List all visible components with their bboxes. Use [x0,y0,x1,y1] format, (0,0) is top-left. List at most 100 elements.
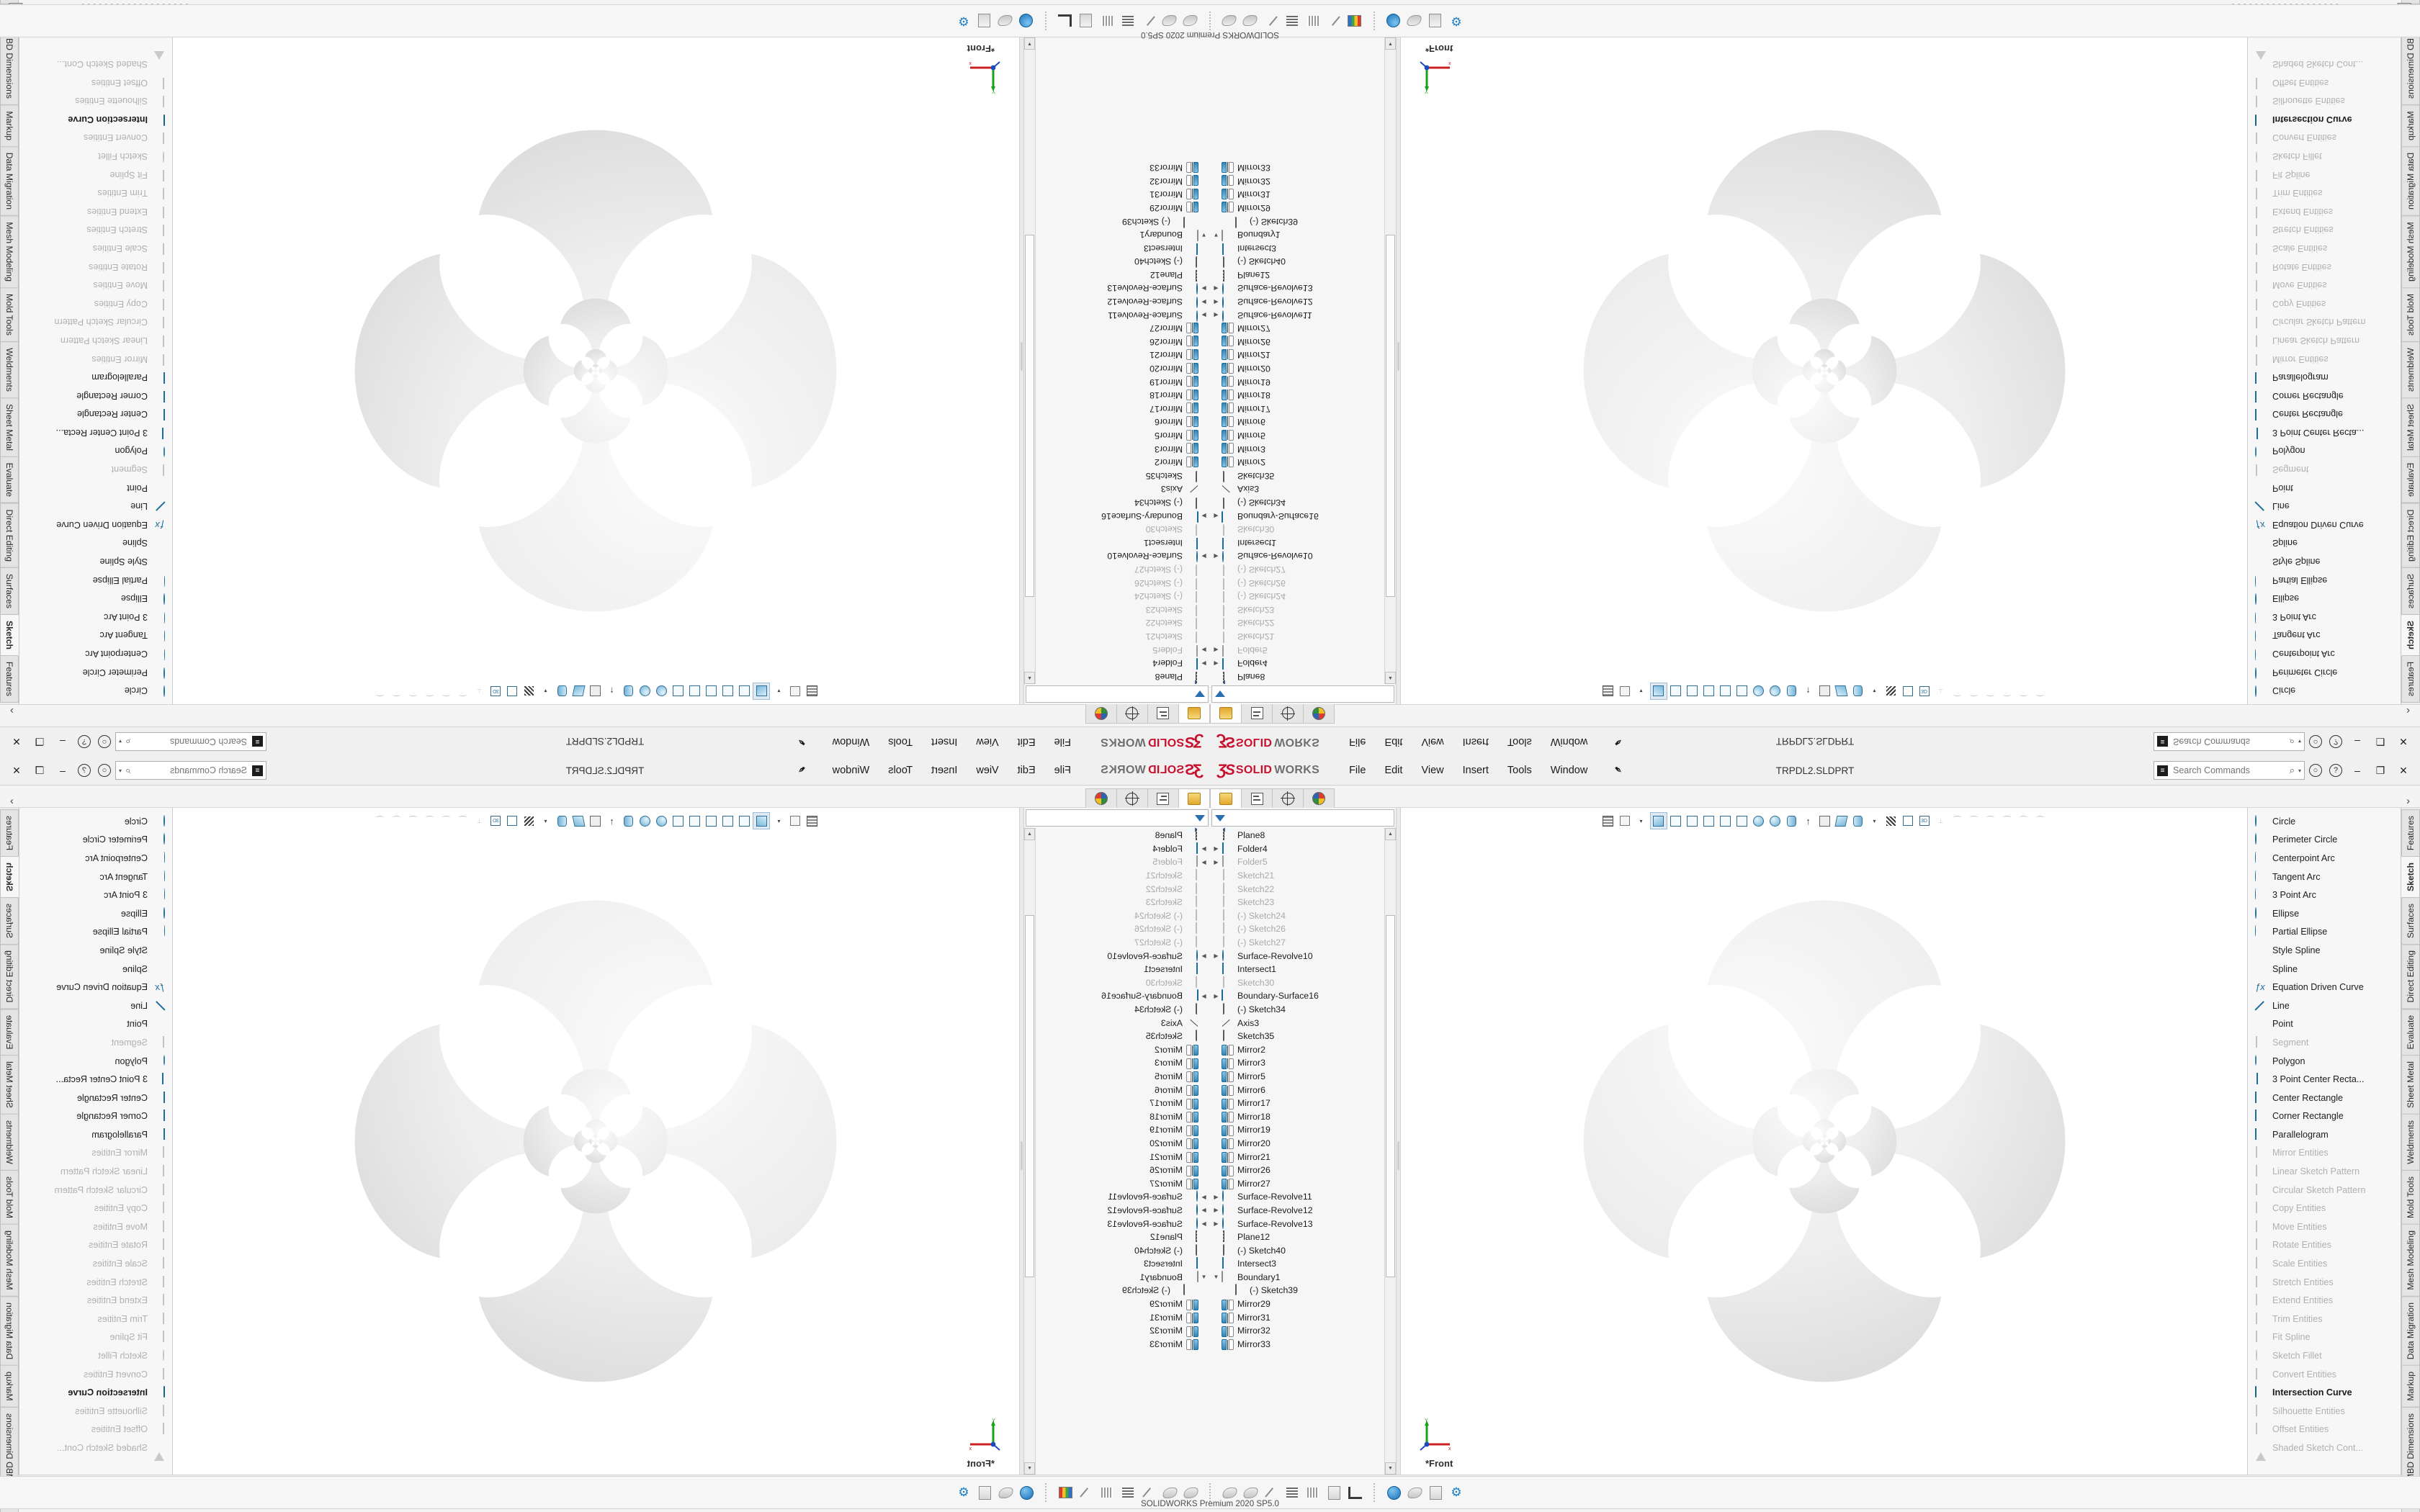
sketch-tool-item[interactable]: Parallelogram [19,368,172,387]
menu-item-edit[interactable]: Edit [1384,736,1403,747]
tree-expand-arrow[interactable]: ▶ [1214,647,1219,654]
cm-tab-data-migration[interactable]: Data Migration [0,146,19,217]
tree-item[interactable]: ▶Mirror2 [1210,1043,1396,1057]
appearance-button[interactable] [1883,813,1899,829]
scrollbar-thumb[interactable] [1386,235,1395,598]
tree-item[interactable]: ▶ Surface-Revolve10 [1024,549,1210,563]
tree-expand-arrow[interactable]: ▶ [1199,1033,1209,1040]
settings-gear2-icon[interactable]: ⚙ [958,14,969,28]
tree-item[interactable]: ▶Sketch35 [1024,1030,1210,1043]
print-dropdown[interactable]: ▾ [1639,817,1643,824]
tree-expand-arrow[interactable]: ▶ [1201,312,1206,319]
display-state-icon[interactable] [1017,1483,1036,1502]
menu-item-tools[interactable]: Tools [888,765,913,776]
sketch-tool-extra[interactable]: ⁀ [2036,686,2044,696]
tree-expand-arrow[interactable]: ▶ [1201,1220,1206,1228]
feature-manager-tab[interactable] [1210,704,1242,724]
view-orientation-isometric[interactable] [1649,812,1667,829]
tree-expand-arrow[interactable]: ▶ [1224,1287,1233,1294]
tree-item[interactable]: ▶Mirror18 [1024,1110,1210,1123]
minimize-button[interactable]: – [60,765,66,776]
tree-expand-arrow[interactable]: ▶ [1211,1301,1221,1308]
display-shaded[interactable] [654,813,670,829]
cm-tab-sheet-metal[interactable]: Sheet Metal [0,397,19,457]
cm-tab-weldments[interactable]: Weldments [0,1114,19,1171]
curve-tool-1[interactable]: ⁀ [1953,686,1961,696]
sketch-tool-item[interactable]: Center Rectangle [19,405,172,424]
tree-item[interactable]: ▶Mirror33 [1024,161,1210,175]
cm-tab-direct-editing[interactable]: Direct Editing [2401,503,2420,568]
sketch-tool-item[interactable]: Line [19,996,172,1015]
tree-expand-arrow[interactable]: ▶ [1214,312,1219,319]
tree-expand-arrow[interactable]: ▶ [1211,1113,1221,1120]
sketch-tool-item[interactable]: Center Rectangle [2248,405,2401,424]
tree-expand-arrow[interactable]: ▶ [1199,1086,1209,1093]
tree-item[interactable]: ▶Mirror20 [1024,362,1210,376]
tree-item[interactable]: ▶Mirror21 [1024,1150,1210,1164]
section-view-button[interactable] [1834,813,1850,829]
tree-expand-arrow[interactable]: ▶ [1201,660,1206,667]
print-dropdown[interactable]: ▾ [777,688,781,695]
tree-expand-arrow[interactable]: ▶ [1211,1073,1221,1079]
cm-tab-mesh-modeling[interactable]: Mesh Modeling [0,1223,19,1297]
tree-item[interactable]: ▶Mirror31 [1210,1310,1396,1324]
tree-expand-arrow[interactable]: ▶ [1211,873,1221,879]
cm-tab-features[interactable]: Features [2401,654,2420,703]
tree-item[interactable]: ▶Mirror27 [1024,1176,1210,1190]
fractal-revolved-surface-model[interactable] [323,868,870,1415]
tree-item[interactable]: ▶ Surface-Revolve10 [1024,949,1210,963]
tree-expand-arrow[interactable]: ▶ [1199,593,1209,600]
tree-expand-arrow[interactable]: ▶ [1201,647,1206,654]
tree-item[interactable]: ▶Sketch35 [1210,469,1396,483]
tree-item[interactable]: ▶Mirror3 [1024,1056,1210,1070]
search-commands-box[interactable]: ≡⌕▾ [115,761,266,780]
sheet-properties2-icon[interactable] [975,12,994,30]
cm-tab-mold-tools[interactable]: Mold Tools [2401,287,2420,343]
leaf-surface-icon[interactable] [1405,12,1424,30]
sketch-tool-item[interactable]: Spline [2248,960,2401,978]
tree-expand-arrow[interactable]: ▶ [1224,218,1233,225]
tree-item[interactable]: ▶Intersect1 [1024,536,1210,549]
tree-item[interactable]: ▶Sketch23 [1024,603,1210,616]
print-dropdown[interactable]: ▾ [777,817,781,824]
tree-expand-arrow[interactable]: ▶ [1199,539,1209,546]
scene-button[interactable] [505,683,521,699]
tree-item[interactable]: ▶Mirror19 [1210,1123,1396,1137]
user-account-icon[interactable]: ○ [95,761,114,780]
tree-scrollbar[interactable]: ▲ ▼ [1024,37,1036,684]
tree-expand-arrow[interactable]: ▶ [1199,1341,1209,1347]
tree-expand-arrow[interactable]: ▶ [1214,284,1219,292]
apply-scene-button[interactable]: ↑ [1806,685,1811,697]
grid-icon[interactable] [1304,12,1322,30]
tree-expand-arrow[interactable]: ▶ [1211,499,1221,505]
help-icon[interactable]: ? [2326,761,2345,780]
tree-expand-arrow[interactable]: ▶ [1211,486,1221,492]
tree-expand-arrow[interactable]: ▶ [1211,886,1221,892]
tree-item[interactable]: ▶(-) Sketch24 [1024,909,1210,923]
scene-button[interactable] [1900,683,1916,699]
sketch-tool-item[interactable]: Ellipse [19,589,172,608]
search-input[interactable] [2172,765,2286,776]
tree-expand-arrow[interactable]: ▶ [1199,1261,1209,1267]
tree-expand-arrow[interactable]: ▶ [1211,1341,1221,1347]
tree-item[interactable]: ▶Sketch30 [1210,976,1396,990]
sketch-tool-item[interactable]: Parallelogram [2248,368,2401,387]
sketch-tool-item[interactable]: Intersection Curve [19,110,172,129]
3d-views-button[interactable]: 3D [488,813,504,829]
tree-expand-arrow[interactable]: ▶ [1199,352,1209,359]
grid-icon[interactable] [1098,1483,1116,1502]
design-tree-list[interactable]: ▶Plane8▶Folder4▶Folder5▶Sketch21▶Sketch2… [1024,828,1210,1475]
cm-tab-mesh-modeling[interactable]: Mesh Modeling [0,215,19,289]
menu-item-file[interactable]: File [1054,736,1071,747]
tree-item[interactable]: ▶ Surface-Revolve12 [1024,1203,1210,1218]
tree-expand-arrow[interactable]: ▶ [1199,366,1209,372]
sketch-tool-item[interactable]: Partial Ellipse [2248,923,2401,942]
curve-tool-1[interactable]: ⁀ [459,686,467,696]
cm-tab-markup[interactable]: Markup [2401,1364,2420,1408]
surface-leaf-icon[interactable] [1241,12,1260,30]
tree-expand-arrow[interactable]: ▶ [1199,832,1209,839]
sketch-tool-item[interactable]: ƒx Equation Driven Curve [2248,978,2401,996]
tree-item[interactable]: ▶(-) Sketch27 [1024,936,1210,950]
3d-views-button[interactable]: 3D [1917,683,1932,699]
